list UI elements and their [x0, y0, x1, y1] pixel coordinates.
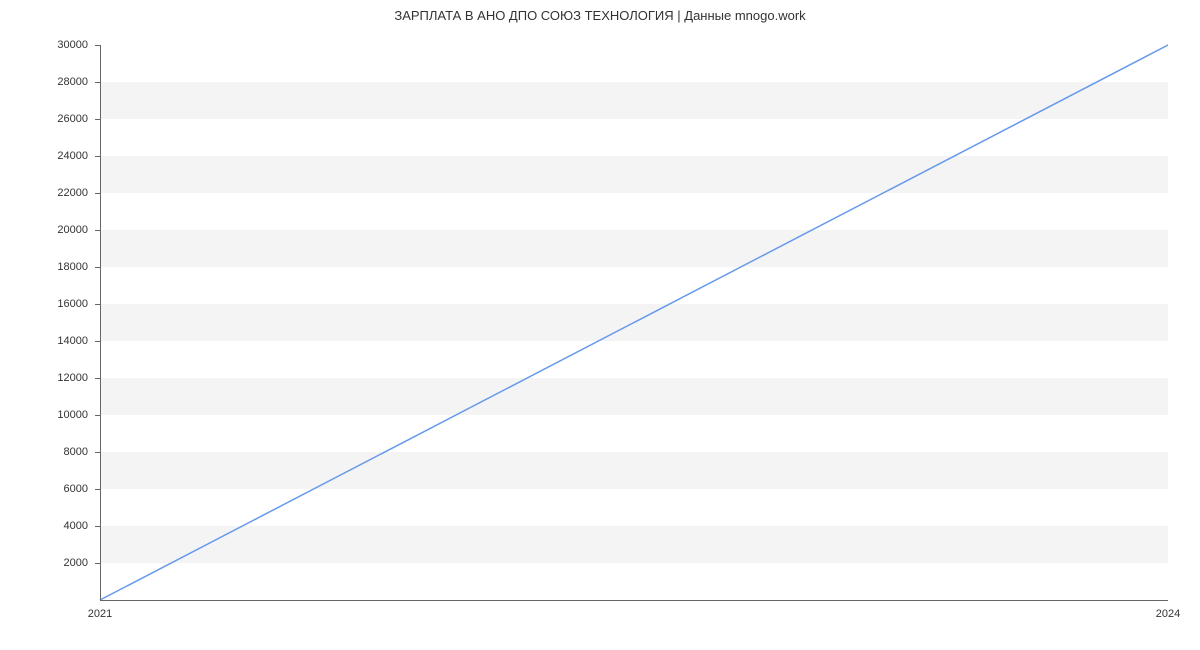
y-tick-label: 16000	[0, 298, 88, 310]
plot-area	[100, 45, 1168, 600]
y-tick-mark	[95, 156, 100, 157]
y-tick-mark	[95, 267, 100, 268]
y-tick-mark	[95, 193, 100, 194]
y-tick-mark	[95, 452, 100, 453]
y-tick-mark	[95, 489, 100, 490]
y-tick-mark	[95, 304, 100, 305]
y-tick-label: 28000	[0, 76, 88, 88]
y-tick-label: 6000	[0, 483, 88, 495]
y-tick-label: 24000	[0, 150, 88, 162]
y-tick-label: 18000	[0, 261, 88, 273]
y-tick-label: 30000	[0, 39, 88, 51]
y-tick-mark	[95, 119, 100, 120]
y-tick-label: 10000	[0, 409, 88, 421]
y-tick-mark	[95, 415, 100, 416]
x-tick-label: 2024	[1156, 608, 1180, 620]
y-tick-mark	[95, 563, 100, 564]
x-tick-label: 2021	[88, 608, 112, 620]
y-tick-mark	[95, 82, 100, 83]
y-tick-label: 26000	[0, 113, 88, 125]
x-axis-line	[100, 600, 1168, 601]
series-salary	[100, 45, 1168, 600]
y-tick-label: 12000	[0, 372, 88, 384]
y-tick-label: 8000	[0, 446, 88, 458]
y-tick-mark	[95, 378, 100, 379]
y-tick-mark	[95, 526, 100, 527]
y-tick-label: 4000	[0, 520, 88, 532]
y-tick-label: 2000	[0, 557, 88, 569]
line-layer	[100, 45, 1168, 600]
y-tick-mark	[95, 341, 100, 342]
y-axis-line	[100, 45, 101, 600]
y-tick-label: 20000	[0, 224, 88, 236]
chart-container: ЗАРПЛАТА В АНО ДПО СОЮЗ ТЕХНОЛОГИЯ | Дан…	[0, 0, 1200, 650]
chart-title: ЗАРПЛАТА В АНО ДПО СОЮЗ ТЕХНОЛОГИЯ | Дан…	[0, 8, 1200, 23]
y-tick-mark	[95, 230, 100, 231]
y-tick-mark	[95, 45, 100, 46]
y-tick-label: 14000	[0, 335, 88, 347]
y-tick-label: 22000	[0, 187, 88, 199]
